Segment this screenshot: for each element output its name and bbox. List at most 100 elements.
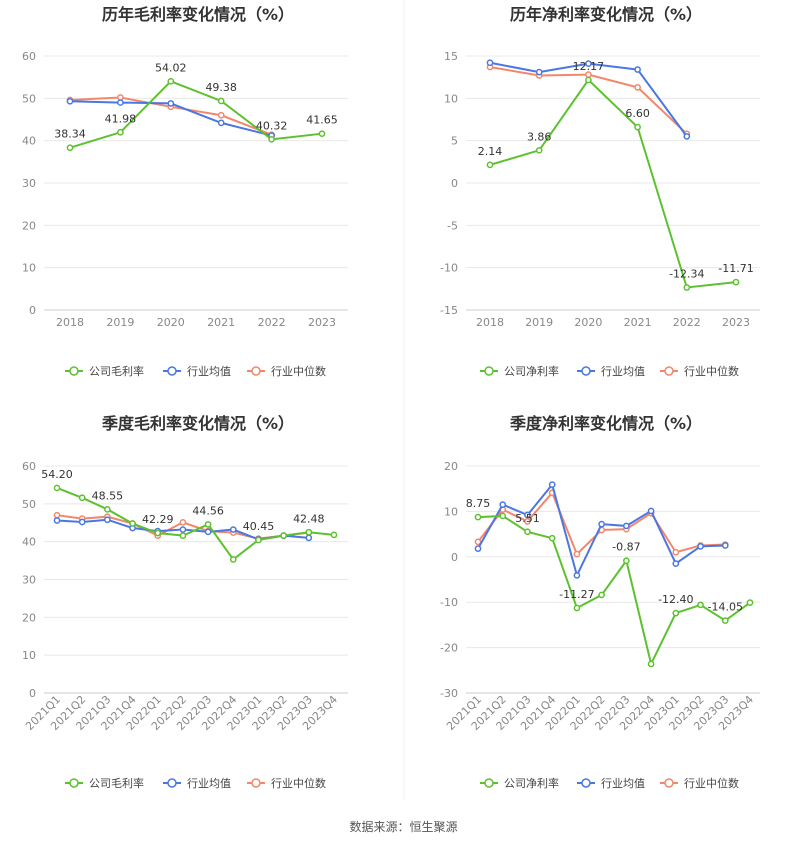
y-tick-label: 10 (22, 262, 36, 275)
data-label: 49.38 (205, 81, 237, 94)
series-line-1 (69, 80, 323, 149)
y-tick-label: 20 (22, 219, 36, 232)
data-label: 41.65 (306, 114, 338, 127)
legend-label: 行业中位数 (684, 776, 739, 790)
y-tick-label: -10 (440, 596, 458, 609)
data-label: 12.17 (573, 60, 605, 73)
data-point (474, 538, 482, 546)
x-tick-label: 2022 (258, 316, 286, 329)
data-point (697, 601, 704, 609)
legend-swatch-marker (251, 366, 261, 376)
legend-swatch-marker (167, 778, 177, 788)
data-point (53, 484, 61, 492)
data-point (623, 557, 630, 565)
data-point (634, 123, 641, 131)
legend-swatch-marker (484, 366, 494, 376)
data-point (672, 548, 680, 556)
data-point (53, 517, 61, 524)
y-tick-label: 10 (444, 505, 458, 518)
x-tick-label: 2018 (56, 316, 84, 329)
data-point (167, 100, 175, 107)
y-tick-label: -20 (440, 642, 458, 655)
y-tick-label: 30 (22, 177, 36, 190)
data-label: 38.34 (54, 128, 86, 141)
legend-label: 行业均值 (187, 365, 231, 378)
data-point (598, 591, 605, 599)
x-tick-label: 2020 (157, 316, 185, 329)
data-point (330, 531, 338, 539)
legend-label: 行业中位数 (684, 364, 739, 378)
chart-panel-3: 季度毛利率变化情况（%）01020304050602021Q12021Q2202… (22, 414, 348, 790)
data-label: -14.05 (708, 601, 743, 614)
data-point (217, 111, 225, 119)
data-point (746, 599, 754, 607)
data-point (672, 560, 680, 567)
legend-label: 行业中位数 (271, 364, 326, 378)
data-point (623, 522, 630, 530)
x-tick-label: 2021 (207, 316, 235, 329)
data-label: 42.29 (142, 513, 174, 526)
data-point (474, 513, 482, 521)
data-point (535, 146, 543, 154)
data-point (255, 536, 262, 544)
data-point (732, 278, 740, 286)
data-point (154, 529, 162, 537)
data-label: 54.02 (155, 61, 187, 74)
legend-label: 行业中位数 (271, 776, 326, 790)
data-point (104, 505, 111, 513)
data-point (53, 511, 61, 519)
legend-swatch-marker (251, 778, 261, 788)
x-tick-label: 2023 (308, 316, 336, 329)
data-point (167, 77, 175, 85)
data-label: 2.14 (478, 145, 503, 158)
data-point (721, 617, 729, 624)
chart-panel-1: 历年毛利率变化情况（%） 0 10 20 30 40 50 60 2018 2019 2020 202… (22, 5, 348, 378)
data-point (217, 119, 225, 127)
y-tick-label: -30 (440, 687, 458, 700)
data-point (66, 97, 74, 105)
data-point (721, 542, 729, 549)
chart-title: 历年毛利率变化情况（%） (102, 5, 294, 24)
data-point (585, 60, 592, 67)
y-tick-label: 20 (444, 460, 458, 473)
data-point (548, 481, 556, 488)
data-label: 44.56 (192, 504, 224, 517)
data-point (117, 99, 124, 106)
legend-label: 公司净利率 (504, 364, 559, 378)
legend-swatch-marker (581, 366, 591, 376)
data-point (129, 520, 136, 527)
data-point (486, 161, 494, 169)
data-point (499, 501, 507, 508)
legend-label: 行业均值 (601, 777, 645, 790)
data-label: 40.45 (243, 520, 275, 533)
x-tick-label: 2022 (673, 316, 701, 329)
y-tick-label: -10 (440, 262, 458, 275)
legend-label: 公司毛利率 (89, 776, 144, 790)
chart-title: 季度毛利率变化情况（%） (101, 414, 294, 433)
series-line-1 (477, 514, 751, 667)
y-tick-label: 50 (22, 498, 36, 511)
legend-swatch-marker (664, 778, 674, 788)
data-label: 5.51 (515, 512, 540, 525)
data-point (634, 83, 641, 91)
y-tick-label: 20 (22, 611, 36, 624)
data-point (117, 128, 124, 136)
data-point (305, 528, 313, 536)
chart-title: 历年净利率变化情况（%） (510, 5, 702, 24)
data-point (647, 507, 655, 515)
y-tick-label: -5 (447, 219, 458, 232)
data-point (229, 556, 237, 563)
data-label: 8.75 (466, 497, 491, 510)
data-point (499, 512, 507, 520)
y-tick-label: 15 (444, 50, 458, 63)
y-tick-label: 60 (22, 50, 36, 63)
data-label: 42.48 (293, 512, 325, 525)
data-point (179, 519, 187, 526)
data-label: -12.34 (669, 267, 704, 280)
y-tick-label: 60 (22, 460, 36, 473)
data-point (204, 521, 212, 528)
legend-swatch-marker (581, 778, 591, 788)
data-point (535, 68, 543, 76)
legend-swatch-marker (664, 366, 674, 376)
